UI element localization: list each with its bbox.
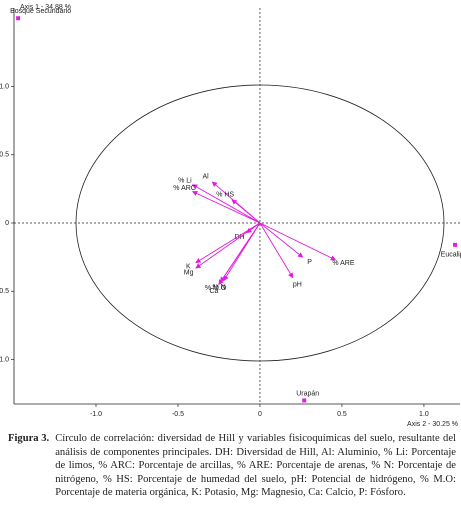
site-label: Bosque Secundario (10, 8, 71, 15)
vector-label: P (307, 259, 312, 266)
caption-text: Círculo de correlación: diversidad de Hi… (55, 433, 456, 499)
x-tick-label: 0 (258, 411, 262, 418)
loading-vector (220, 222, 261, 283)
y-tick-label: 1.0 (0, 83, 9, 90)
vector-label: % M.O (205, 285, 227, 292)
x-tick-label: -0.5 (172, 411, 184, 418)
y-tick-label: -1.0 (0, 356, 9, 363)
vector-label: Mg (184, 269, 194, 276)
vector-label: Ca (209, 288, 218, 295)
vector-label: % N (212, 284, 225, 291)
vector-label: pH (293, 281, 302, 288)
site-point (453, 242, 458, 247)
vector-label: % ARE (332, 260, 355, 267)
x-tick-label: 1.0 (419, 411, 429, 418)
loading-vector (195, 222, 261, 264)
caption-label: Figura 3. (8, 433, 50, 444)
loading-vector (259, 222, 294, 279)
site-label: Urapán (296, 390, 319, 397)
loading-vector (259, 222, 337, 261)
y-tick-label: -0.5 (0, 288, 9, 295)
loading-vector (191, 191, 261, 224)
vector-label: % HS (216, 192, 234, 199)
site-label: Eucalipto (441, 252, 461, 259)
x-tick-label: 0.5 (337, 411, 347, 418)
y-axis-label: Axis 1 - 34.88 % (20, 4, 71, 11)
vector-label: % Li (178, 178, 192, 185)
loading-vector (191, 184, 261, 224)
site-point (16, 16, 21, 21)
site-point (302, 398, 307, 403)
loading-vector (195, 222, 261, 269)
x-tick-label: -1.0 (90, 411, 102, 418)
chart: Axis 1 - 34.88 % Axis 2 - 30.25 % -1.0 -0… (0, 4, 461, 428)
vector-label: K (186, 264, 191, 271)
y-tick-label: 0.5 (0, 152, 9, 159)
caption: Figura 3. Círculo de correlación: divers… (8, 432, 456, 500)
y-tick-label: 0 (5, 220, 9, 227)
vector-label: Al (202, 174, 209, 181)
loading-vector (259, 222, 304, 258)
vector-label: % ARC (173, 185, 196, 192)
loading-vector (231, 199, 261, 224)
x-axis-label: Axis 2 - 30.25 % (407, 421, 458, 428)
